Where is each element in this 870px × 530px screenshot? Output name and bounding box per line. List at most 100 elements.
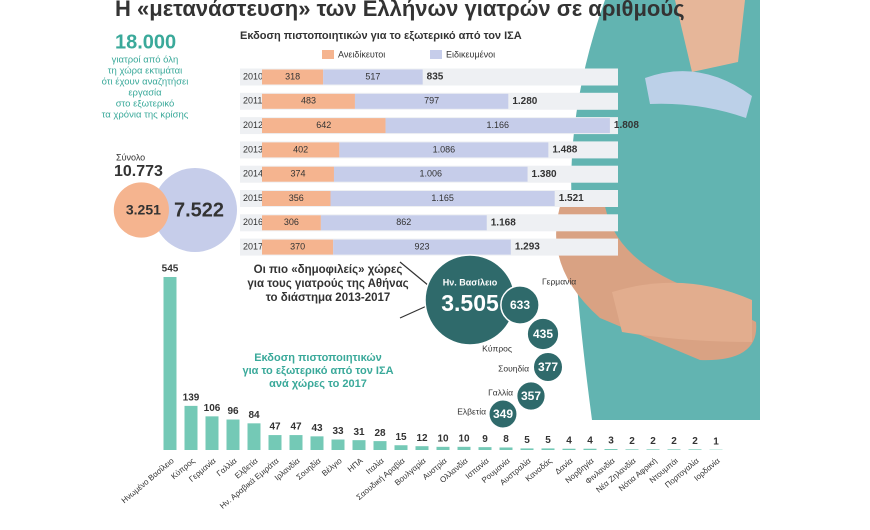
bar bbox=[436, 446, 450, 450]
bar bbox=[646, 449, 660, 450]
value-label: 2 bbox=[650, 436, 656, 447]
bar bbox=[499, 447, 513, 450]
value-label: 318 bbox=[285, 71, 300, 81]
total-label: 1.280 bbox=[512, 96, 537, 107]
category-label: 2016 bbox=[243, 217, 263, 227]
bubble-value: 435 bbox=[533, 327, 553, 341]
value-label: 28 bbox=[374, 428, 386, 439]
category-label: 2013 bbox=[243, 144, 263, 154]
value-label: 15 bbox=[395, 432, 407, 443]
value-label: 4 bbox=[587, 435, 593, 446]
bubble-value: 349 bbox=[493, 407, 513, 421]
value-label: 96 bbox=[227, 406, 239, 417]
legend-swatch bbox=[430, 50, 442, 59]
category-label: 2015 bbox=[243, 193, 263, 203]
bubble-category: Γερμανία bbox=[542, 276, 576, 286]
summary-value: 7.522 bbox=[174, 199, 224, 221]
bubble-value: 3.505 bbox=[441, 290, 499, 316]
value-label: 8 bbox=[503, 434, 509, 445]
bar-segment bbox=[339, 142, 549, 158]
value-label: 862 bbox=[396, 217, 411, 227]
value-label: 5 bbox=[524, 435, 530, 446]
value-label: 374 bbox=[290, 169, 305, 179]
bubble-value: 633 bbox=[510, 298, 530, 312]
value-label: 306 bbox=[284, 217, 299, 227]
chart-title: Οι πιο «δημοφιλείς» χώρες bbox=[254, 264, 403, 276]
intro-text: ότι έχουν αναζητήσει bbox=[102, 77, 189, 88]
category-label: 2010 bbox=[243, 71, 263, 81]
bubble-category: Σουηδία bbox=[498, 363, 529, 373]
bar-segment bbox=[262, 142, 340, 158]
legend-label: Ανειδίκευτοι bbox=[338, 49, 385, 59]
value-label: 3 bbox=[608, 436, 614, 447]
total-label: 1.808 bbox=[614, 120, 639, 131]
total-label: 835 bbox=[427, 72, 444, 83]
bubble bbox=[515, 380, 547, 412]
value-label: 10 bbox=[437, 433, 449, 444]
bar bbox=[457, 446, 471, 450]
value-label: 5 bbox=[545, 435, 551, 446]
doctor-illustration bbox=[556, 0, 760, 420]
bubble bbox=[526, 317, 560, 351]
value-label: 47 bbox=[290, 422, 302, 433]
value-label: 33 bbox=[332, 426, 344, 437]
category-label: 2012 bbox=[243, 120, 263, 130]
bar-segment bbox=[262, 215, 321, 231]
bar bbox=[562, 448, 576, 450]
value-label: 47 bbox=[269, 422, 281, 433]
value-label: 370 bbox=[290, 241, 305, 251]
value-label: 1.086 bbox=[433, 144, 456, 154]
bar bbox=[331, 439, 345, 450]
value-label: 1.166 bbox=[486, 120, 509, 130]
x-tick-label: ΗΠΑ bbox=[346, 456, 365, 474]
bubble-category: Κύπρος bbox=[482, 343, 512, 353]
bar bbox=[520, 448, 534, 450]
bar bbox=[478, 447, 492, 450]
bar bbox=[226, 419, 240, 450]
bar bbox=[205, 416, 219, 450]
bar bbox=[583, 448, 597, 450]
x-tick-label: Ηνωμένο Βασίλειο bbox=[120, 456, 176, 505]
intro-number: 18.000 bbox=[115, 31, 176, 53]
category-label: 2014 bbox=[243, 169, 263, 179]
chart-title: το διάστημα 2013-2017 bbox=[266, 292, 391, 304]
bubble-value: 377 bbox=[538, 360, 558, 374]
chart-title: για το εξωτερικό από τον ΙΣΑ bbox=[242, 365, 393, 377]
category-label: 2017 bbox=[243, 241, 263, 251]
value-label: 84 bbox=[248, 410, 260, 421]
bar bbox=[625, 449, 639, 450]
bar bbox=[289, 435, 303, 450]
bar bbox=[352, 440, 366, 450]
total-label: 1.521 bbox=[559, 193, 584, 204]
page-title: Η «μετανάστευση» των Ελλήνων γιατρών σε … bbox=[115, 0, 685, 21]
bar-segment bbox=[262, 239, 334, 255]
bar-segment bbox=[262, 191, 331, 206]
legend-label: Ειδικευμένοι bbox=[446, 49, 495, 59]
bubble-category: Ην. Βασίλειο bbox=[443, 277, 498, 287]
bar bbox=[688, 449, 702, 450]
value-label: 12 bbox=[416, 433, 428, 444]
bar-segment bbox=[333, 166, 528, 182]
value-label: 43 bbox=[311, 423, 323, 434]
bar bbox=[184, 405, 198, 450]
value-label: 923 bbox=[414, 241, 429, 251]
intro-text: εργασία bbox=[128, 88, 162, 99]
bar bbox=[667, 449, 681, 450]
bar-segment bbox=[262, 118, 386, 134]
bar bbox=[163, 277, 177, 450]
intro-text: γιατροί από όλη bbox=[112, 55, 179, 66]
bar-segment bbox=[262, 69, 324, 85]
value-label: 797 bbox=[424, 96, 439, 106]
bar bbox=[310, 436, 324, 450]
x-tick-label: Βέλγιο bbox=[320, 456, 344, 478]
chart-title: Εκδοση πιστοποιητικών για το εξωτερικό α… bbox=[240, 30, 522, 42]
summary-value: 3.251 bbox=[126, 202, 161, 218]
bar-segment bbox=[320, 215, 487, 231]
value-label: 483 bbox=[301, 96, 316, 106]
bar bbox=[268, 435, 282, 450]
value-label: 139 bbox=[183, 393, 200, 404]
value-label: 402 bbox=[293, 144, 308, 154]
bubble-category: Γαλλία bbox=[488, 387, 513, 397]
bar bbox=[247, 423, 261, 450]
bar-segment bbox=[262, 166, 334, 182]
